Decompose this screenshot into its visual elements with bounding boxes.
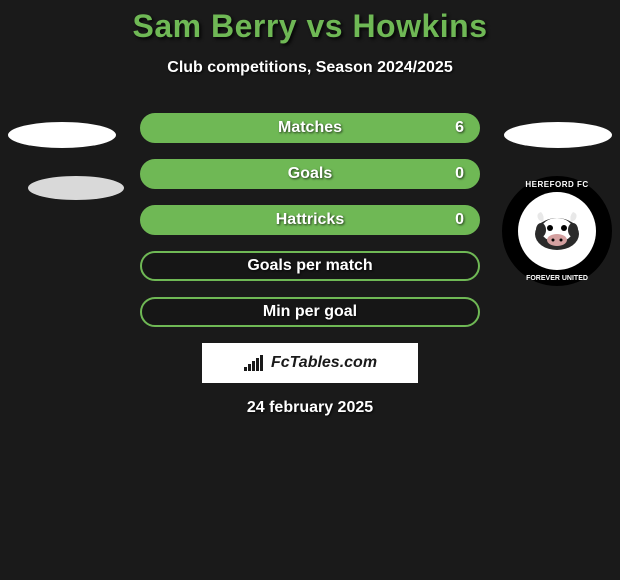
stat-row: Goals per match bbox=[0, 251, 620, 281]
stat-bar-min-per-goal: Min per goal bbox=[140, 297, 480, 327]
stat-row: Min per goal bbox=[0, 297, 620, 327]
stat-label: Goals per match bbox=[247, 257, 372, 275]
stat-value: 0 bbox=[455, 165, 464, 183]
stat-value: 6 bbox=[455, 119, 464, 137]
subtitle: Club competitions, Season 2024/2025 bbox=[0, 59, 620, 77]
stat-label: Matches bbox=[278, 119, 342, 137]
stat-value: 0 bbox=[455, 211, 464, 229]
stat-label: Goals bbox=[288, 165, 332, 183]
stat-bar-goals: Goals 0 bbox=[140, 159, 480, 189]
stat-label: Min per goal bbox=[263, 303, 357, 321]
stat-bar-matches: Matches 6 bbox=[140, 113, 480, 143]
stat-row: Matches 6 bbox=[0, 113, 620, 143]
fctables-label: FcTables.com bbox=[271, 354, 377, 372]
stats-list: Matches 6 Goals 0 Hattricks 0 Goals per … bbox=[0, 113, 620, 327]
stat-row: Goals 0 bbox=[0, 159, 620, 189]
stat-row: Hattricks 0 bbox=[0, 205, 620, 235]
signal-icon bbox=[243, 354, 265, 372]
fctables-watermark: FcTables.com bbox=[202, 343, 418, 383]
stat-label: Hattricks bbox=[276, 211, 344, 229]
stat-bar-hattricks: Hattricks 0 bbox=[140, 205, 480, 235]
main-container: Sam Berry vs Howkins Club competitions, … bbox=[0, 0, 620, 417]
stat-bar-goals-per-match: Goals per match bbox=[140, 251, 480, 281]
page-title: Sam Berry vs Howkins bbox=[0, 8, 620, 45]
date-label: 24 february 2025 bbox=[0, 399, 620, 417]
